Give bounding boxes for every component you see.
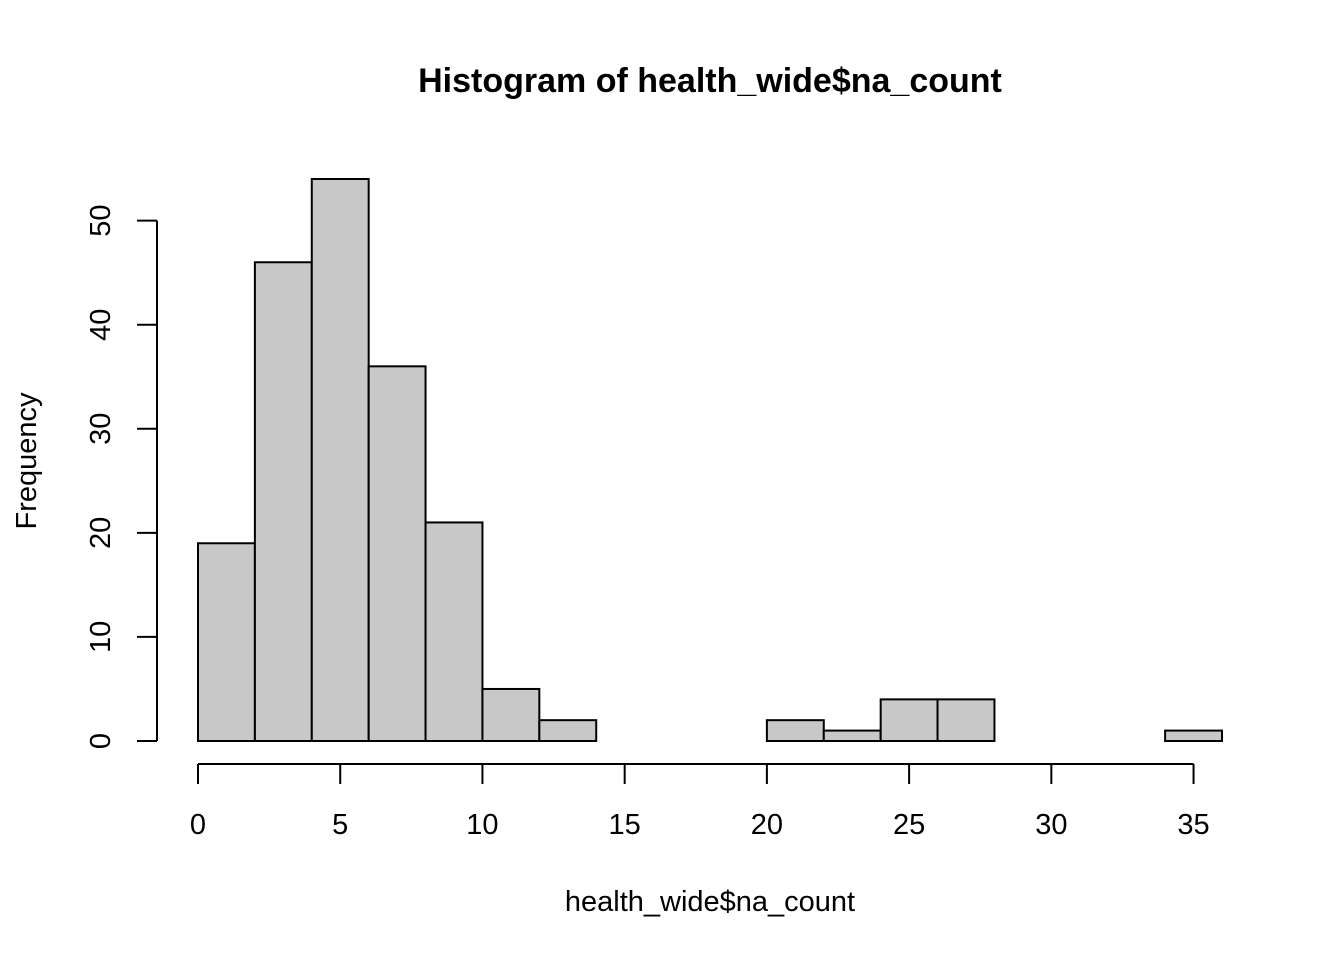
y-axis: 0 10 20 30 40 50 (85, 204, 158, 749)
x-tick-label: 25 (893, 809, 925, 841)
x-tick-label: 5 (332, 809, 348, 841)
y-tick-label: 20 (85, 517, 117, 549)
histogram-bar-17 (1164, 729, 1223, 742)
x-tick-label: 30 (1035, 809, 1067, 841)
histogram-bar-6 (538, 719, 598, 742)
x-axis-label: health_wide$na_count (565, 886, 855, 918)
x-tick-label: 35 (1177, 809, 1209, 841)
x-tick-label: 15 (609, 809, 641, 841)
x-axis: 0 5 10 15 20 25 30 35 (190, 763, 1210, 841)
y-tick-label: 50 (85, 204, 117, 236)
x-tick-label: 10 (466, 809, 498, 841)
histogram-bar-3 (367, 365, 427, 742)
histogram-bar-2 (310, 178, 370, 742)
histogram-bar-10 (765, 719, 825, 742)
histogram-bar-12 (879, 698, 939, 742)
chart-title: Histogram of health_wide$na_count (418, 62, 1002, 100)
y-tick-label: 30 (85, 413, 117, 445)
histogram-bar-11 (822, 729, 882, 742)
bars-group (197, 178, 1223, 743)
y-tick-label: 0 (85, 733, 117, 749)
y-axis-label: Frequency (11, 392, 43, 530)
histogram-bar-5 (481, 687, 541, 742)
y-tick-label: 10 (85, 621, 117, 653)
x-tick-label: 20 (751, 809, 783, 841)
histogram-bar-4 (424, 521, 484, 743)
histogram-bar-0 (197, 542, 256, 743)
histogram-bar-1 (253, 261, 313, 742)
x-tick-label: 0 (190, 809, 206, 841)
y-tick-label: 40 (85, 309, 117, 341)
histogram-bar-13 (936, 698, 996, 742)
